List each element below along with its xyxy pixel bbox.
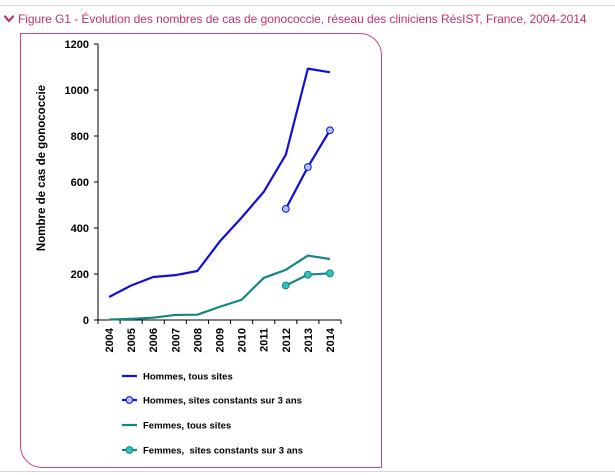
y-axis-label: Nombre de cas de gonococcie bbox=[36, 85, 48, 251]
x-tick-label: 2012 bbox=[281, 328, 293, 352]
series-2-point bbox=[303, 163, 312, 171]
y-tick-label: 1000 bbox=[65, 85, 89, 97]
gonococcie-line-chart: Nombre de cas de gonococcie 0 200 400 600 80… bbox=[36, 39, 342, 457]
x-tick-label: 2004 bbox=[104, 327, 116, 352]
chart-frame bbox=[20, 33, 382, 468]
legend-item-label: Hommes, tous sites bbox=[143, 372, 233, 383]
y-tick-label: 800 bbox=[71, 131, 89, 143]
chart-axes: 0 200 400 600 800 1000 1200 2004 2005 2006 2007 200… bbox=[65, 39, 342, 352]
top-divider bbox=[0, 5, 615, 6]
y-tick-label: 0 bbox=[83, 315, 89, 327]
series-3-line bbox=[109, 254, 331, 321]
y-tick-label: 400 bbox=[71, 223, 89, 235]
series-2-point bbox=[281, 205, 290, 213]
legend-item-label: Hommes, sites constants sur 3 ans bbox=[143, 396, 302, 407]
x-tick-label: 2013 bbox=[303, 328, 315, 352]
series-4-point bbox=[326, 269, 334, 278]
y-tick-label: 600 bbox=[71, 177, 89, 189]
x-tick-label: 2014 bbox=[325, 327, 337, 352]
series-1-line bbox=[108, 67, 331, 298]
x-tick-label: 2005 bbox=[126, 328, 138, 352]
x-tick-label: 2010 bbox=[237, 328, 249, 352]
series-4-point bbox=[281, 281, 290, 290]
y-tick-label: 1200 bbox=[65, 39, 89, 51]
figure-title: Figure G1 - Évolution des nombres de cas… bbox=[18, 12, 587, 26]
series-4-point bbox=[303, 270, 312, 279]
y-tick-label: 200 bbox=[71, 269, 89, 281]
x-tick-label: 2008 bbox=[192, 328, 204, 352]
legend-swatch-marker bbox=[125, 446, 134, 454]
legend-swatch-marker bbox=[125, 396, 134, 404]
chart-legend: Hommes, tous sites Hommes, sites constant… bbox=[122, 372, 303, 457]
legend-item-label: Femmes, sites constants sur 3 ans bbox=[143, 446, 303, 457]
series-2-point bbox=[326, 126, 334, 135]
chevron-down-icon[interactable] bbox=[2, 12, 16, 26]
legend-item-label: Femmes, tous sites bbox=[143, 421, 231, 432]
figure-header[interactable]: Figure G1 - Évolution des nombres de cas… bbox=[2, 11, 614, 27]
x-tick-label: 2006 bbox=[148, 328, 160, 352]
x-tick-label: 2011 bbox=[259, 328, 271, 352]
x-tick-label: 2007 bbox=[170, 328, 182, 352]
series-layer bbox=[108, 67, 334, 321]
x-tick-label: 2009 bbox=[215, 328, 227, 352]
bottom-divider bbox=[0, 471, 615, 472]
